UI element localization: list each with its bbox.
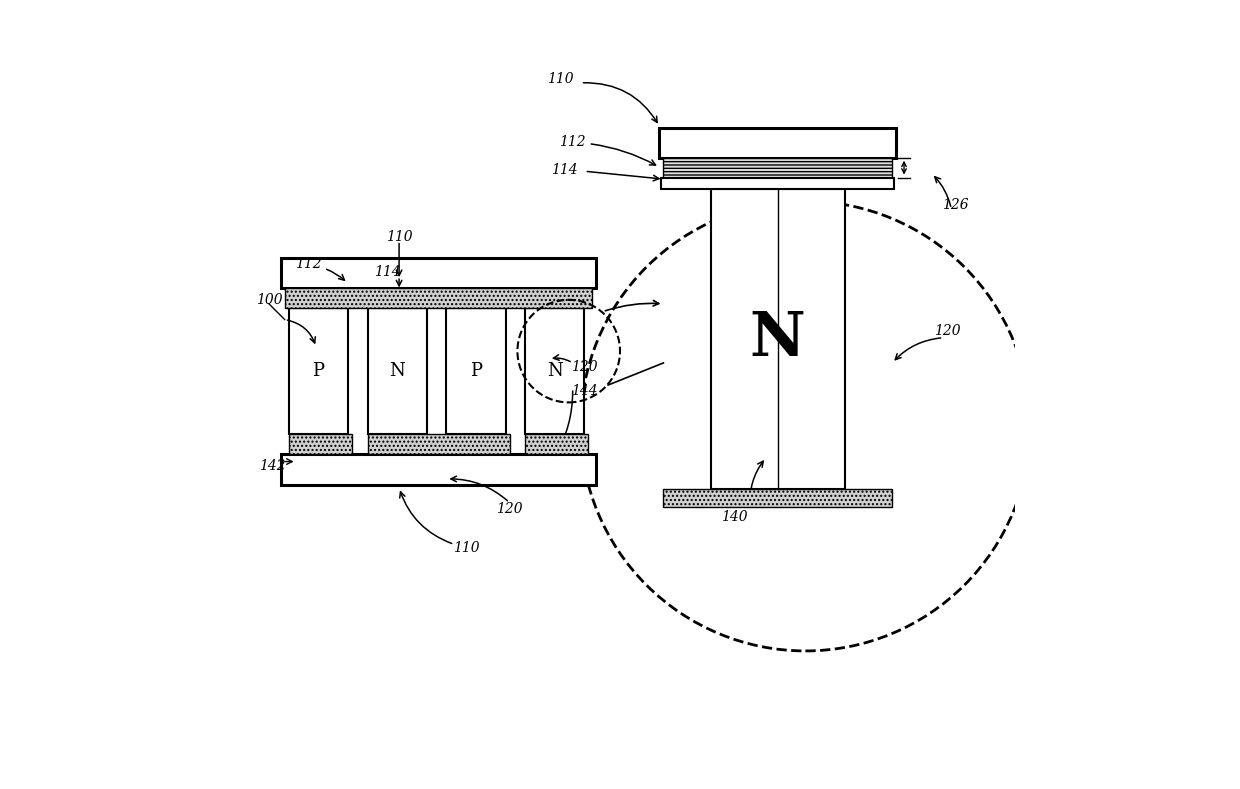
- Text: 114: 114: [552, 163, 578, 177]
- Text: N: N: [389, 362, 405, 380]
- Text: 112: 112: [295, 257, 321, 271]
- Bar: [280, 454, 596, 485]
- Text: N: N: [750, 309, 806, 369]
- Text: 126: 126: [942, 198, 968, 212]
- Text: 112: 112: [559, 135, 587, 149]
- Bar: [663, 158, 893, 178]
- Text: 110: 110: [386, 230, 413, 244]
- Bar: [663, 489, 893, 507]
- Text: 120: 120: [496, 502, 523, 516]
- Bar: [289, 308, 347, 434]
- Bar: [367, 434, 510, 454]
- Text: 120: 120: [572, 360, 598, 374]
- Bar: [711, 189, 844, 489]
- Bar: [661, 178, 894, 189]
- Text: 142: 142: [259, 458, 286, 473]
- Text: 144: 144: [572, 383, 598, 398]
- Text: 100: 100: [255, 293, 283, 307]
- Text: 110: 110: [548, 72, 574, 86]
- Bar: [526, 308, 584, 434]
- Bar: [285, 288, 593, 308]
- Bar: [367, 308, 427, 434]
- Text: N: N: [547, 362, 563, 380]
- Text: 140: 140: [722, 510, 748, 524]
- Bar: [446, 308, 506, 434]
- Text: P: P: [312, 362, 324, 380]
- Bar: [289, 434, 352, 454]
- Text: 120: 120: [934, 324, 961, 338]
- Text: P: P: [470, 362, 482, 380]
- Bar: [526, 434, 589, 454]
- Text: 114: 114: [374, 265, 401, 279]
- Bar: [660, 128, 897, 158]
- Bar: [280, 258, 596, 288]
- Text: 110: 110: [453, 541, 480, 555]
